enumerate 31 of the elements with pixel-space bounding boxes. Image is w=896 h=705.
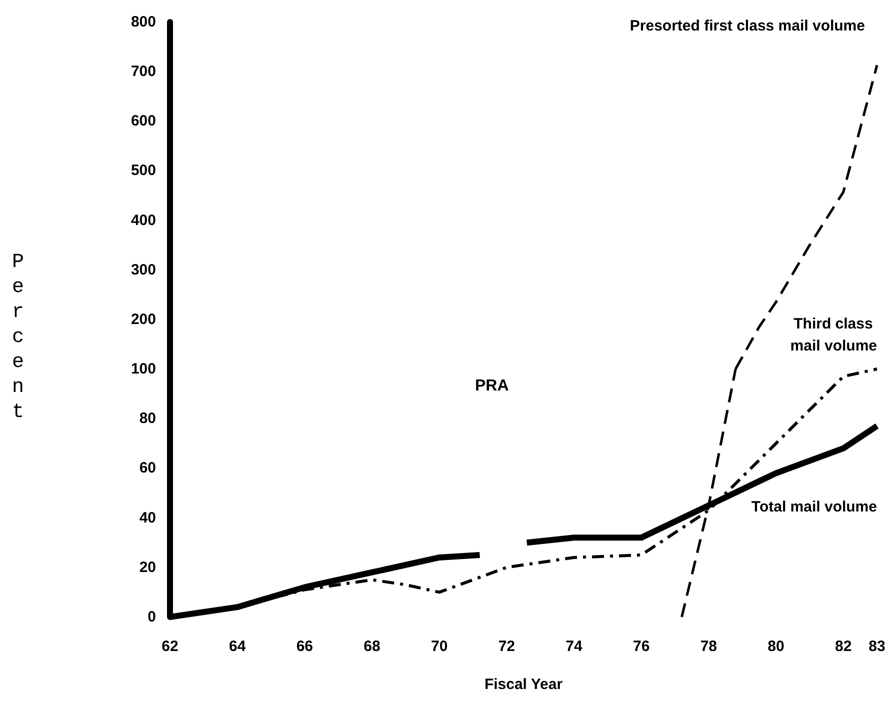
annotation: PRA: [475, 378, 510, 394]
x-tick-label: 62: [162, 638, 178, 655]
y-tick-label: 80: [139, 410, 156, 428]
x-tick-label: 70: [430, 638, 448, 655]
y-tick-label: 400: [130, 212, 156, 229]
y-tick-label: 0: [148, 608, 156, 626]
x-tick-label: 76: [632, 638, 650, 655]
y-tick-label: 60: [139, 460, 156, 477]
y-tick-label: 300: [130, 261, 156, 278]
x-tick-label: 74: [566, 638, 583, 655]
x-axis-title: Fiscal Year: [484, 676, 563, 693]
series-label: Third class mail volume: [790, 316, 877, 354]
x-tick-label: 68: [364, 638, 380, 655]
text: Presorted first class mail volume: [630, 18, 865, 35]
x-tick-label: 80: [768, 638, 784, 655]
x-tick-label: 72: [498, 638, 516, 655]
x-tick-label: 82: [834, 638, 852, 655]
x-tick-label: 66: [296, 638, 314, 655]
y-tick-label: 200: [130, 310, 156, 328]
x-tick-label: 78: [700, 638, 718, 655]
series-label: Total mail volume: [751, 498, 877, 516]
x-tick-label: 83: [868, 638, 886, 655]
y-tick-label: 500: [130, 162, 156, 180]
y-tick-label: 700: [130, 63, 156, 80]
y-tick-label: 20: [139, 558, 156, 576]
y-tick-label: 40: [139, 509, 156, 526]
y-tick-label: 600: [130, 112, 156, 130]
x-tick-label: 64: [228, 638, 246, 655]
y-tick-label: 800: [130, 14, 156, 30]
y-axis-title: Percent: [12, 251, 24, 424]
y-tick-label: 100: [130, 360, 156, 378]
